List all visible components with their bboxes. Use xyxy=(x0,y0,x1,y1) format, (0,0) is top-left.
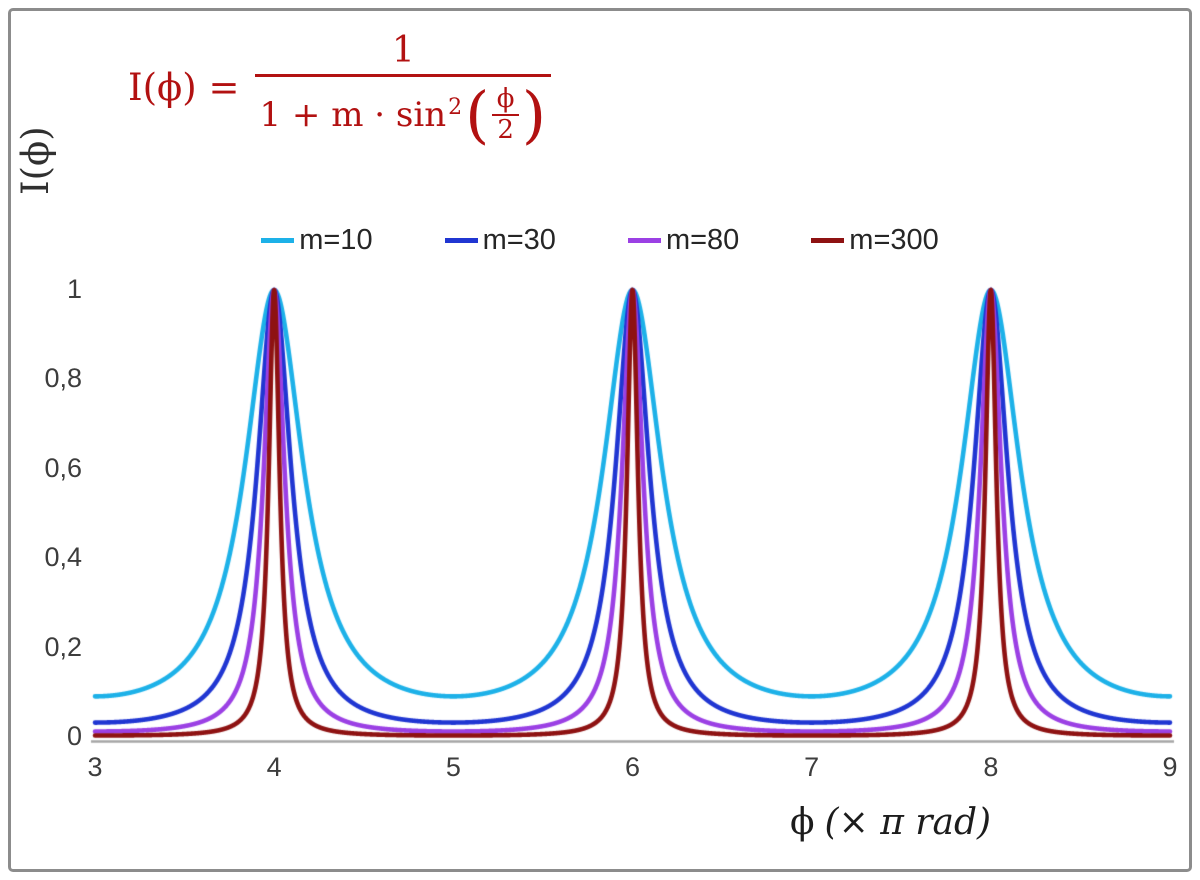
x-axis-title-units: (× π rad) xyxy=(824,802,992,843)
legend-label: m=80 xyxy=(665,224,740,256)
x-axis-title-symbol: ϕ xyxy=(790,802,815,843)
formula-exponent: 2 xyxy=(448,95,463,121)
legend-label: m=10 xyxy=(299,224,373,256)
y-tick-label: 0,4 xyxy=(44,542,82,573)
legend-label: m=300 xyxy=(849,224,939,256)
legend: m=10 m=30 m=80 m=300 xyxy=(0,224,1200,257)
x-tick-label: 3 xyxy=(87,752,103,782)
y-tick-label: 1 xyxy=(66,274,82,304)
x-tick-label: 7 xyxy=(804,752,820,782)
y-tick-label: 0,6 xyxy=(44,452,82,483)
formula-fraction: 1 1 + m · sin 2 ( ϕ 2 ) xyxy=(255,30,552,151)
inner-fraction: ϕ 2 xyxy=(492,85,519,144)
y-tick-label: 0 xyxy=(66,721,82,751)
y-tick-label: 0,2 xyxy=(44,631,82,662)
x-axis-title: ϕ (× π rad) xyxy=(790,802,991,843)
y-tick-label: 0,8 xyxy=(44,363,82,394)
legend-swatch xyxy=(444,238,478,243)
legend-item: m=300 xyxy=(811,224,939,257)
inner-numerator: ϕ xyxy=(496,84,515,114)
x-tick-label: 6 xyxy=(624,752,641,782)
legend-swatch xyxy=(811,238,845,243)
x-tick-label: 8 xyxy=(983,752,999,782)
formula-denominator-prefix: 1 + m · sin xyxy=(259,94,447,135)
formula-lhs: I(ϕ) = xyxy=(128,65,240,109)
legend-swatch xyxy=(261,238,295,243)
legend-item: m=10 xyxy=(261,224,373,257)
legend-label: m=30 xyxy=(482,224,556,256)
x-tick-label: 5 xyxy=(445,752,461,782)
x-tick-label: 9 xyxy=(1162,752,1178,782)
legend-swatch xyxy=(627,238,661,243)
formula-denominator: 1 + m · sin 2 ( ϕ 2 ) xyxy=(255,74,552,151)
formula-numerator: 1 xyxy=(391,30,415,71)
y-axis-title: I(ϕ) xyxy=(14,126,57,195)
x-tick-label: 4 xyxy=(266,752,282,782)
legend-item: m=80 xyxy=(627,224,740,257)
legend-item: m=30 xyxy=(444,224,556,257)
open-paren: ( xyxy=(465,77,490,151)
formula: I(ϕ) = 1 1 + m · sin 2 ( ϕ 2 ) xyxy=(128,30,552,151)
close-paren: ) xyxy=(521,77,547,151)
inner-denominator: 2 xyxy=(492,113,519,145)
